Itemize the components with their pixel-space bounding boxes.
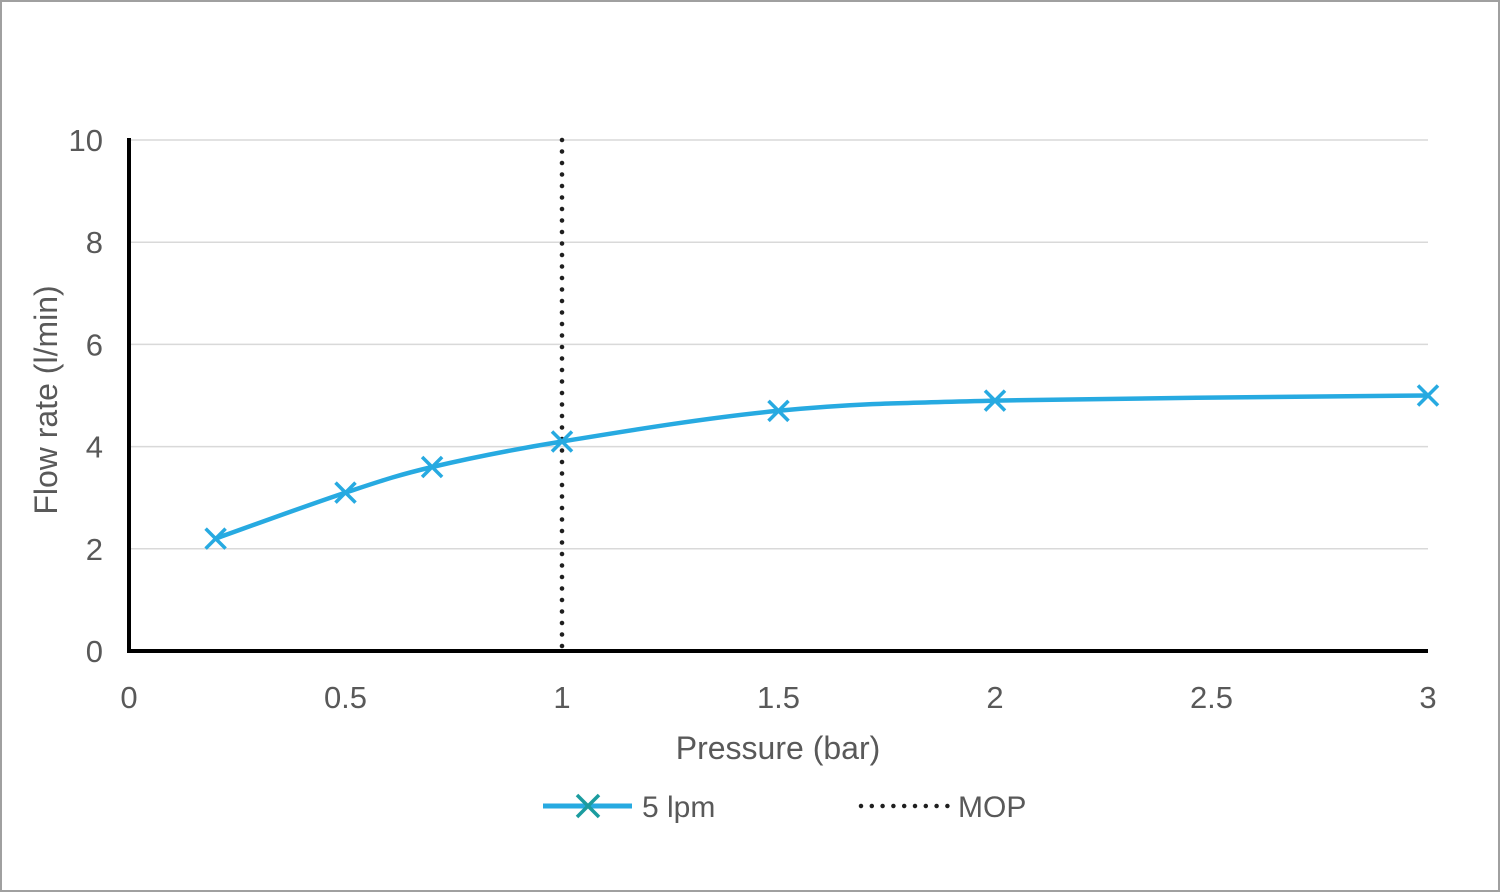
gridlines: [129, 139, 1428, 550]
y-tick-label: 10: [69, 123, 103, 158]
marker-stroke: [1416, 384, 1440, 407]
series-5lpm-marker: [767, 399, 790, 423]
y-tick-label: 6: [86, 327, 103, 362]
marker-stroke: [420, 455, 444, 479]
legend-5lpm-label: 5 lpm: [642, 791, 715, 824]
series-5lpm-marker: [550, 430, 574, 453]
y-tick-label: 2: [86, 532, 103, 567]
legend-marker-stroke: [575, 793, 601, 819]
x-tick-label: 1.5: [757, 680, 800, 715]
marker-stroke: [550, 430, 574, 453]
series-5lpm-curve: [213, 393, 1431, 541]
series-5lpm-marker: [334, 481, 357, 504]
series-group: [204, 384, 1440, 550]
x-tick-label: 1: [553, 680, 570, 715]
x-tick-label: 2.5: [1190, 680, 1233, 715]
y-axis-title: Flow rate (l/min): [28, 285, 64, 514]
marker-stroke: [204, 527, 227, 550]
legend-mop-label: MOP: [958, 791, 1026, 824]
marker-stroke: [767, 399, 790, 423]
legend-5lpm-x-marker: [575, 793, 601, 819]
y-tick-labels: 0 2 4 6 8 10: [69, 123, 103, 669]
series-5lpm-marker: [204, 527, 227, 550]
series-5lpm-marker: [420, 455, 444, 479]
x-tick-labels: 0 0.5 1 1.5 2 2.5 3: [120, 680, 1436, 715]
y-tick-label: 0: [86, 634, 103, 669]
legend-item-mop: MOP: [858, 791, 1026, 824]
axis-lines: [127, 138, 1428, 653]
x-tick-label: 3: [1419, 680, 1436, 715]
marker-stroke: [983, 389, 1007, 412]
series-5lpm-marker: [1416, 384, 1440, 407]
y-tick-label: 4: [86, 430, 103, 465]
series-5lpm-marker: [983, 389, 1007, 412]
legend: 5 lpm MOP: [543, 791, 1026, 824]
legend-item-5lpm: 5 lpm: [543, 791, 715, 824]
x-tick-label: 0.5: [324, 680, 367, 715]
x-tick-label: 0: [120, 680, 137, 715]
x-tick-label: 2: [986, 680, 1003, 715]
x-axis-title: Pressure (bar): [676, 730, 881, 766]
y-tick-label: 8: [86, 225, 103, 260]
marker-stroke: [334, 481, 357, 504]
